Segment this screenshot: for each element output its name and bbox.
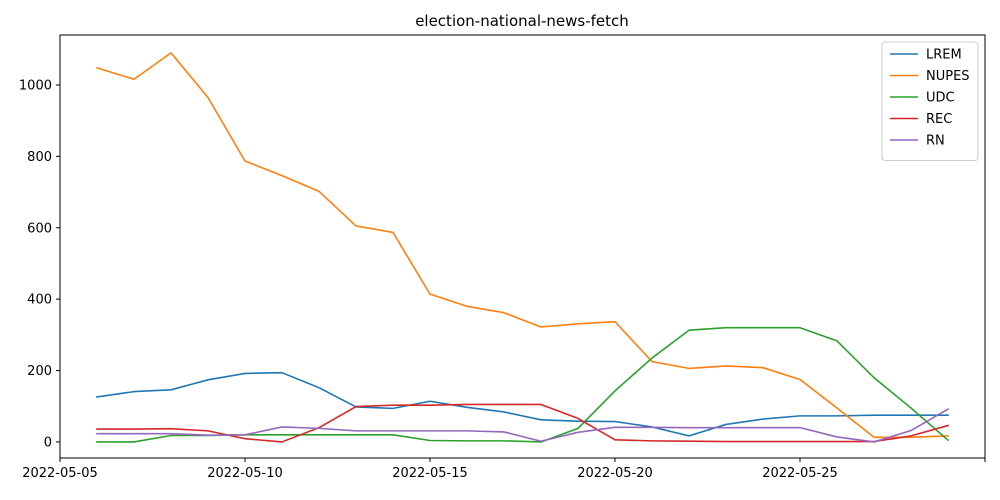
y-tick-label: 800 bbox=[27, 150, 52, 165]
y-axis: 0 200 400 600 800 1000 bbox=[19, 78, 60, 450]
series-line-nupes bbox=[95, 52, 949, 439]
x-axis: 2022-05-05 2022-05-10 2022-05-15 2022-05-20… bbox=[22, 458, 986, 481]
legend-box bbox=[881, 41, 979, 161]
series-line-rn bbox=[96, 408, 950, 443]
y-tick-label: 600 bbox=[27, 221, 52, 236]
series-layer bbox=[95, 52, 950, 443]
legend-label-nupes: NUPES bbox=[926, 69, 970, 84]
x-tick-label: 2022-05-10 bbox=[207, 466, 283, 481]
legend-label-rn: RN bbox=[926, 134, 945, 149]
y-tick-label: 0 bbox=[44, 435, 52, 450]
legend-label-lrem: LREM bbox=[926, 48, 962, 63]
y-tick-label: 1000 bbox=[19, 78, 52, 93]
y-tick-label: 400 bbox=[27, 293, 52, 308]
y-tick-label: 200 bbox=[27, 364, 52, 379]
x-tick-label: 2022-05-25 bbox=[762, 466, 838, 481]
x-tick-label: 2022-05-05 bbox=[22, 466, 98, 481]
legend-label-rec: REC bbox=[926, 112, 952, 127]
legend: LREM NUPES UDC REC RN bbox=[881, 41, 979, 161]
series-line-lrem bbox=[96, 371, 949, 437]
chart-title: election-national-news-fetch bbox=[415, 12, 629, 30]
x-tick-label: 2022-05-20 bbox=[577, 466, 653, 481]
plot-frame bbox=[59, 34, 986, 459]
series-line-rec bbox=[96, 403, 949, 443]
x-tick-label: 2022-05-15 bbox=[392, 466, 468, 481]
legend-label-udc: UDC bbox=[926, 91, 955, 106]
